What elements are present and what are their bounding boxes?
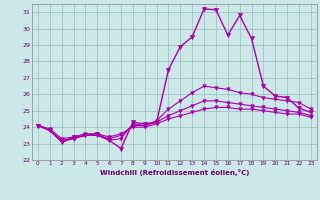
X-axis label: Windchill (Refroidissement éolien,°C): Windchill (Refroidissement éolien,°C) — [100, 169, 249, 176]
